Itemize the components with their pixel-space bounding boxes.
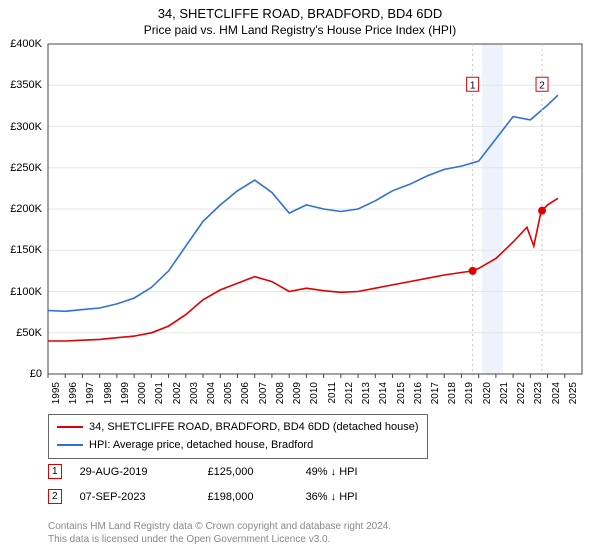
event-id-box: 1 — [48, 464, 62, 479]
series-subject — [48, 198, 558, 341]
event-price: £198,000 — [208, 491, 288, 503]
events-table: 1 29-AUG-2019 £125,000 49% ↓ HPI 2 07-SEP-202… — [48, 464, 358, 514]
legend-item-subject: 34, SHETCLIFFE ROAD, BRADFORD, BD4 6DD (… — [57, 419, 419, 437]
legend-label: 34, SHETCLIFFE ROAD, BRADFORD, BD4 6DD (… — [89, 421, 419, 433]
legend: 34, SHETCLIFFE ROAD, BRADFORD, BD4 6DD (… — [48, 414, 428, 459]
event-id-box: 2 — [48, 489, 62, 504]
chart-container: 34, SHETCLIFFE ROAD, BRADFORD, BD4 6DD P… — [0, 0, 600, 560]
event-date: 07-SEP-2023 — [80, 491, 190, 503]
footer-text: Contains HM Land Registry data © Crown c… — [48, 520, 391, 546]
event-date: 29-AUG-2019 — [80, 466, 190, 478]
footer-line-2: This data is licensed under the Open Gov… — [48, 533, 391, 546]
legend-swatch — [57, 426, 83, 428]
event-label-2: 2 — [539, 80, 545, 91]
legend-swatch — [57, 444, 83, 446]
legend-item-hpi: HPI: Average price, detached house, Brad… — [57, 437, 419, 455]
event-point-2 — [538, 207, 546, 215]
event-row-2: 2 07-SEP-2023 £198,000 36% ↓ HPI — [48, 489, 358, 504]
series-hpi — [48, 95, 558, 311]
event-point-1 — [469, 267, 477, 275]
event-price: £125,000 — [208, 466, 288, 478]
legend-label: HPI: Average price, detached house, Brad… — [89, 439, 313, 451]
event-label-1: 1 — [470, 80, 476, 91]
footer-line-1: Contains HM Land Registry data © Crown c… — [48, 520, 391, 533]
event-diff: 49% ↓ HPI — [306, 466, 358, 478]
event-diff: 36% ↓ HPI — [306, 491, 358, 503]
event-row-1: 1 29-AUG-2019 £125,000 49% ↓ HPI — [48, 464, 358, 479]
